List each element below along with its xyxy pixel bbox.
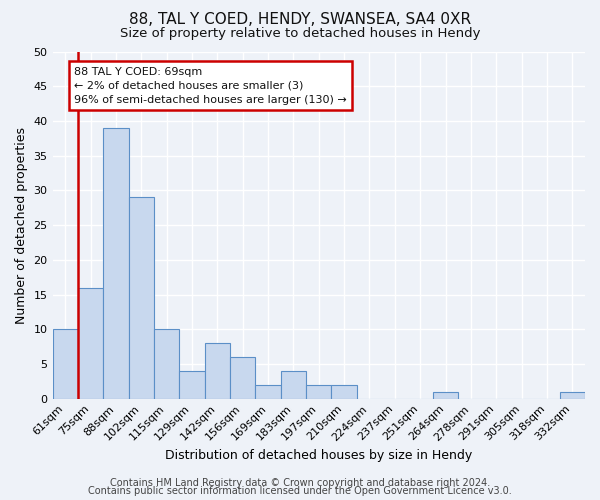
Bar bbox=[179, 371, 205, 398]
Text: 88 TAL Y COED: 69sqm
← 2% of detached houses are smaller (3)
96% of semi-detache: 88 TAL Y COED: 69sqm ← 2% of detached ho… bbox=[74, 67, 347, 105]
Bar bbox=[230, 357, 256, 399]
Bar bbox=[205, 343, 230, 398]
Text: 88, TAL Y COED, HENDY, SWANSEA, SA4 0XR: 88, TAL Y COED, HENDY, SWANSEA, SA4 0XR bbox=[129, 12, 471, 28]
Bar bbox=[256, 385, 281, 398]
Text: Contains HM Land Registry data © Crown copyright and database right 2024.: Contains HM Land Registry data © Crown c… bbox=[110, 478, 490, 488]
X-axis label: Distribution of detached houses by size in Hendy: Distribution of detached houses by size … bbox=[165, 450, 472, 462]
Y-axis label: Number of detached properties: Number of detached properties bbox=[15, 126, 28, 324]
Bar bbox=[433, 392, 458, 398]
Bar bbox=[560, 392, 585, 398]
Bar bbox=[154, 330, 179, 398]
Text: Size of property relative to detached houses in Hendy: Size of property relative to detached ho… bbox=[120, 28, 480, 40]
Bar bbox=[306, 385, 331, 398]
Bar bbox=[281, 371, 306, 398]
Bar bbox=[331, 385, 357, 398]
Bar bbox=[103, 128, 128, 398]
Bar bbox=[78, 288, 103, 399]
Text: Contains public sector information licensed under the Open Government Licence v3: Contains public sector information licen… bbox=[88, 486, 512, 496]
Bar bbox=[128, 198, 154, 398]
Bar bbox=[53, 330, 78, 398]
